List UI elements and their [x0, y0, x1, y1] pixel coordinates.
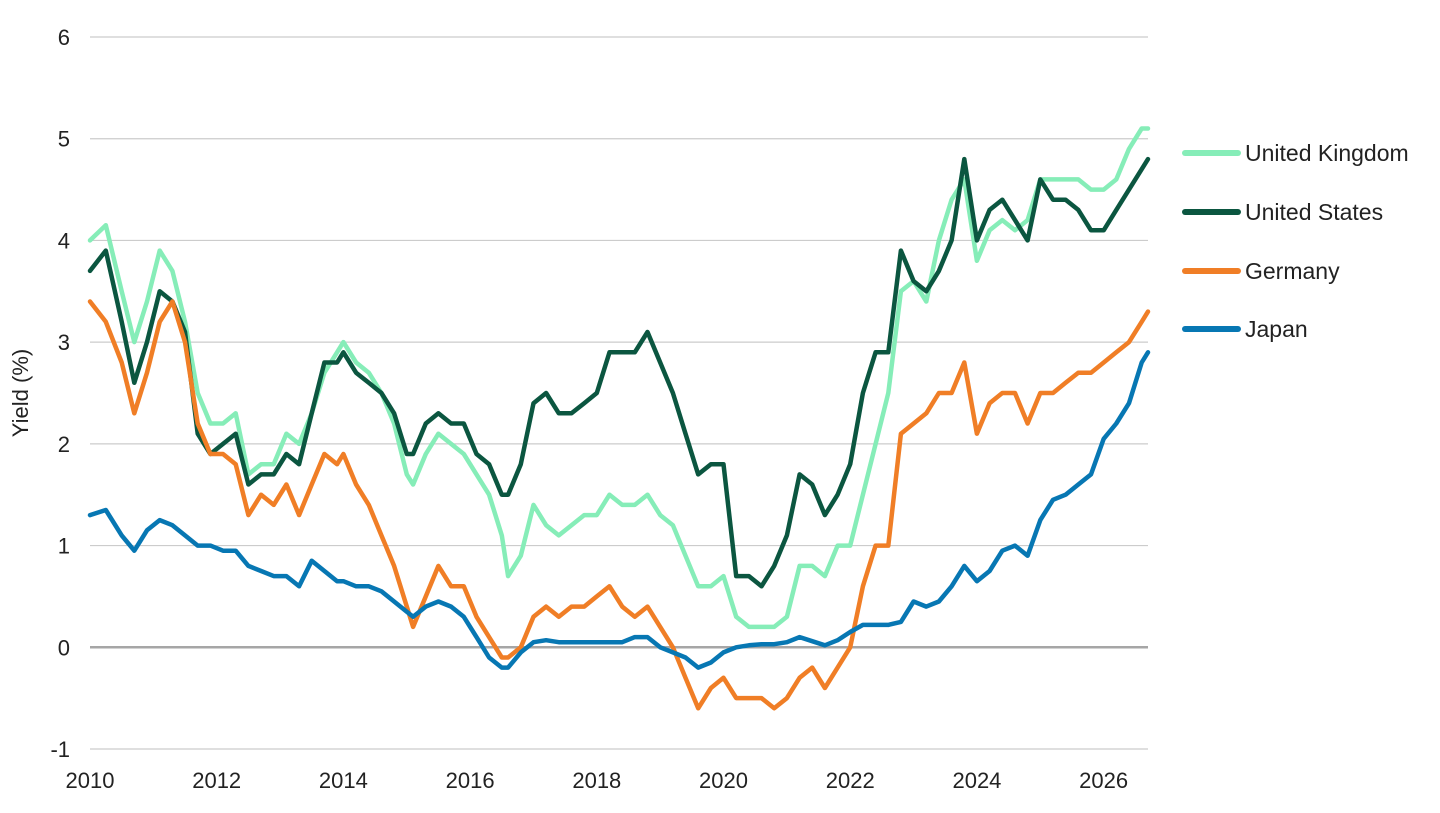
x-tick-label: 2024 — [952, 768, 1001, 793]
x-tick-label: 2010 — [66, 768, 115, 793]
x-tick-label: 2022 — [826, 768, 875, 793]
series-line-united-states — [87, 156, 1151, 589]
x-axis-tick-labels: 2010 2012 2014 2016 2018 2020 2022 2024 2026 — [66, 768, 1129, 793]
x-tick-label: 2014 — [319, 768, 368, 793]
x-tick-label: 2012 — [192, 768, 241, 793]
y-tick-label: 5 — [58, 127, 70, 152]
y-tick-label: 0 — [58, 635, 70, 660]
legend-label: United States — [1245, 199, 1383, 225]
y-tick-label: 3 — [58, 330, 70, 355]
series-line-germany — [87, 299, 1151, 711]
x-tick-label: 2026 — [1079, 768, 1128, 793]
y-tick-label: 2 — [58, 432, 70, 457]
y-tick-label: -1 — [50, 737, 70, 762]
y-axis-tick-labels: -1 0 1 2 3 4 5 6 — [50, 25, 70, 762]
series-line-united-kingdom — [87, 126, 1151, 630]
x-tick-label: 2020 — [699, 768, 748, 793]
y-tick-label: 1 — [58, 534, 70, 559]
series-lines — [87, 126, 1151, 711]
y-tick-label: 6 — [58, 25, 70, 50]
legend-label: Japan — [1245, 316, 1308, 342]
y-axis-title: Yield (%) — [8, 349, 33, 437]
y-tick-label: 4 — [58, 228, 70, 253]
legend: United Kingdom United States Germany Japan — [1182, 140, 1409, 342]
x-tick-label: 2016 — [446, 768, 495, 793]
gridlines — [90, 36, 1148, 750]
x-tick-label: 2018 — [572, 768, 621, 793]
legend-label: Germany — [1245, 258, 1340, 284]
legend-label: United Kingdom — [1245, 140, 1409, 166]
series-line-japan — [87, 350, 1151, 670]
